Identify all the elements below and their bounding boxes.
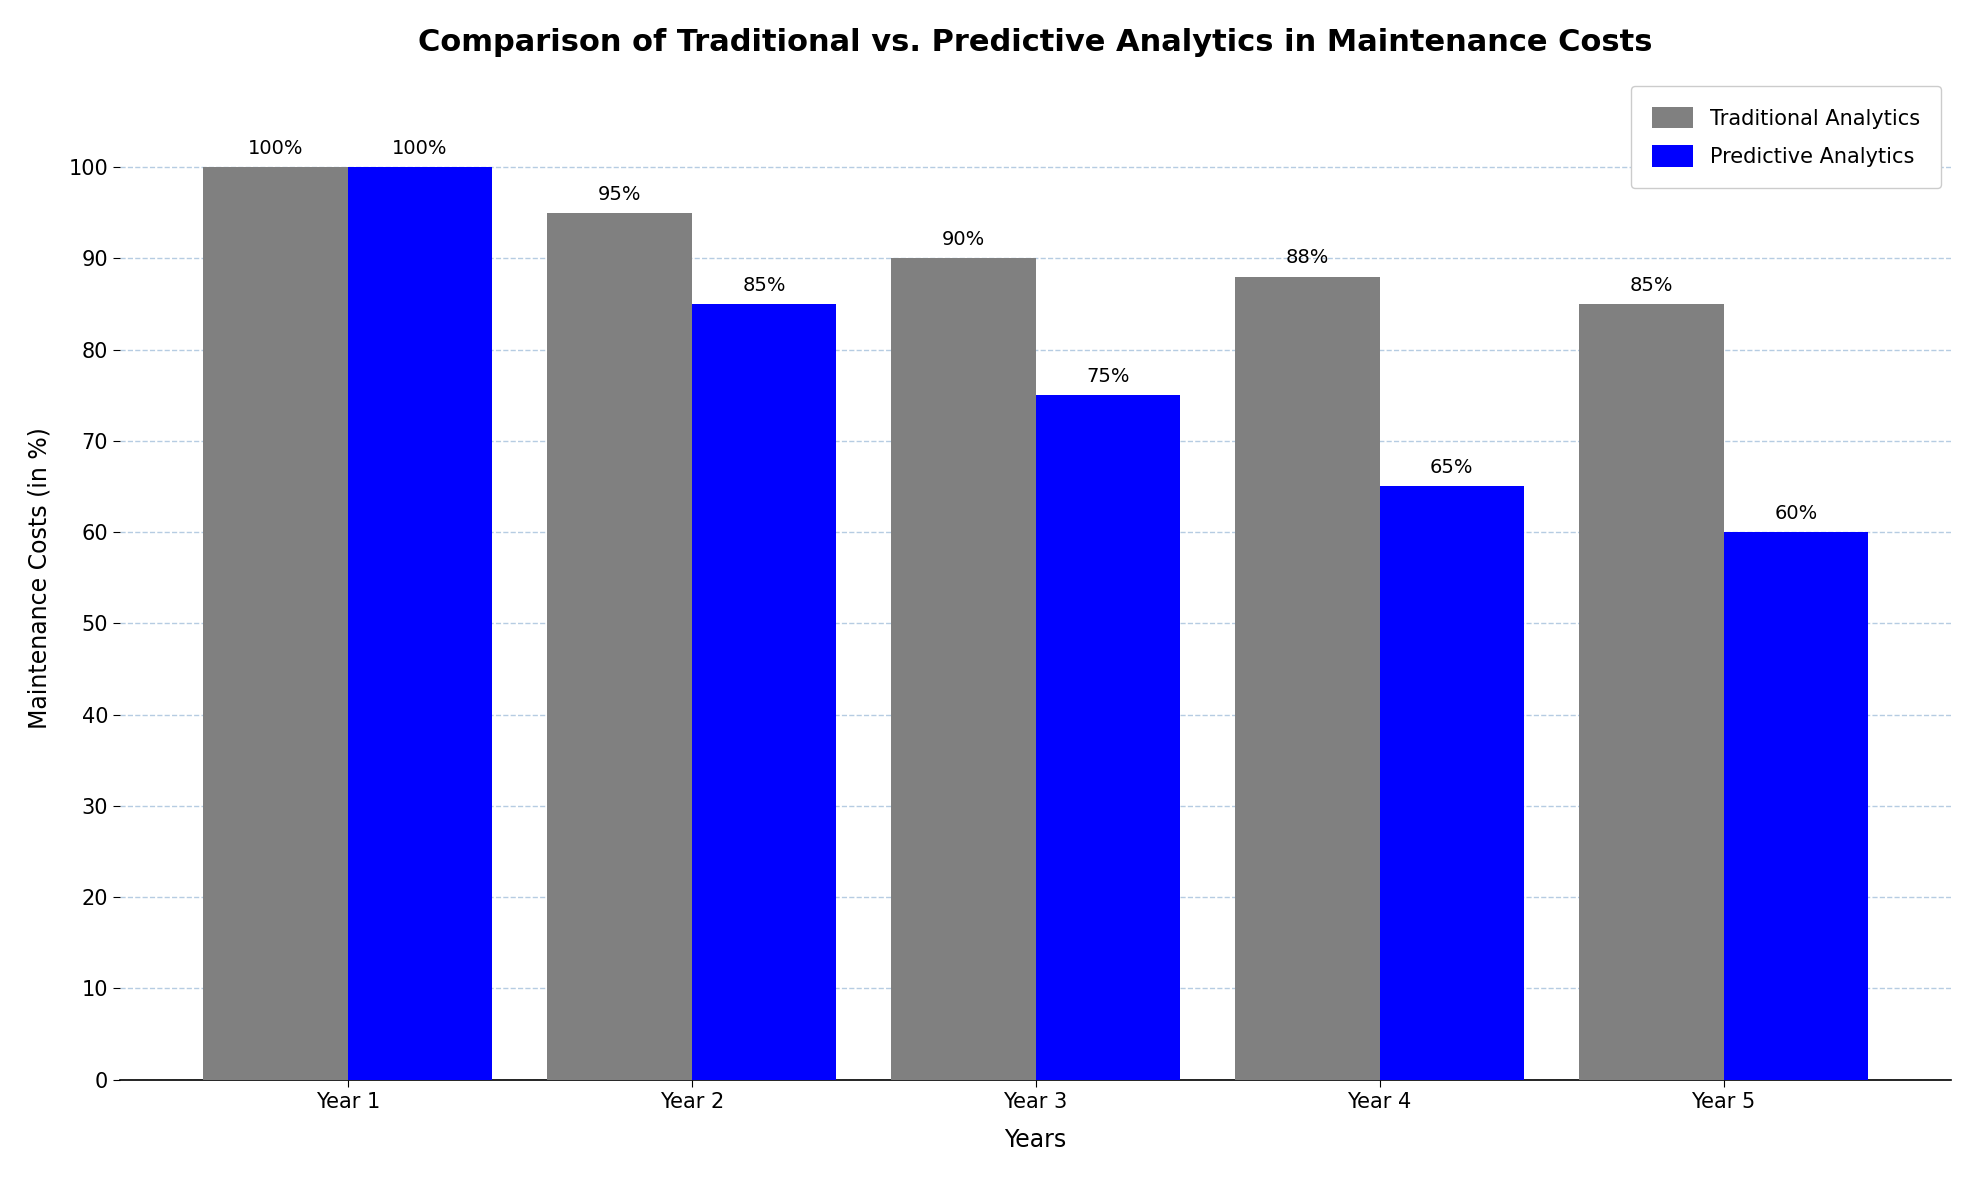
Text: 60%: 60%: [1773, 504, 1817, 523]
Bar: [204, 168, 348, 1080]
Bar: [348, 168, 493, 1080]
Bar: [891, 258, 1035, 1080]
Bar: [691, 304, 835, 1080]
Text: 65%: 65%: [1431, 458, 1474, 478]
Legend: Traditional Analytics, Predictive Analytics: Traditional Analytics, Predictive Analyt…: [1631, 86, 1941, 188]
Bar: [1035, 395, 1179, 1080]
Text: 88%: 88%: [1286, 249, 1330, 268]
Bar: [1579, 304, 1724, 1080]
Text: 100%: 100%: [392, 139, 447, 158]
Text: 85%: 85%: [1629, 276, 1672, 295]
Title: Comparison of Traditional vs. Predictive Analytics in Maintenance Costs: Comparison of Traditional vs. Predictive…: [418, 28, 1652, 57]
Bar: [1235, 276, 1379, 1080]
Text: 95%: 95%: [598, 184, 641, 204]
Text: 90%: 90%: [942, 230, 986, 249]
Text: 75%: 75%: [1086, 367, 1130, 386]
Text: 85%: 85%: [742, 276, 786, 295]
Y-axis label: Maintenance Costs (in %): Maintenance Costs (in %): [28, 427, 51, 729]
Text: 100%: 100%: [247, 139, 303, 158]
Bar: [546, 212, 691, 1080]
X-axis label: Years: Years: [1005, 1128, 1067, 1152]
Bar: [1724, 532, 1868, 1080]
Bar: [1379, 486, 1524, 1080]
